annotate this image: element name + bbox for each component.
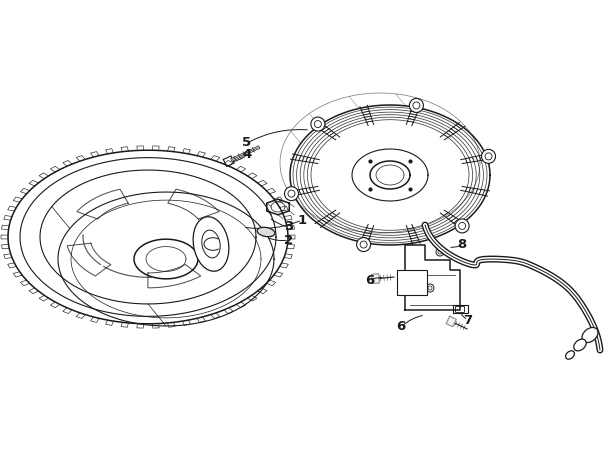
Polygon shape xyxy=(371,274,379,284)
Text: 3: 3 xyxy=(285,220,294,234)
Circle shape xyxy=(311,117,325,131)
Circle shape xyxy=(482,149,496,163)
Circle shape xyxy=(413,102,420,109)
Circle shape xyxy=(428,286,432,290)
Text: 2: 2 xyxy=(285,234,294,247)
Circle shape xyxy=(436,248,444,256)
Ellipse shape xyxy=(193,217,229,271)
Text: 1: 1 xyxy=(297,213,307,227)
Circle shape xyxy=(455,219,469,233)
Circle shape xyxy=(357,238,371,252)
Ellipse shape xyxy=(582,327,598,342)
Text: 8: 8 xyxy=(457,238,466,251)
Circle shape xyxy=(458,222,466,229)
Text: 7: 7 xyxy=(463,314,472,326)
Circle shape xyxy=(485,153,492,160)
Text: 6: 6 xyxy=(365,274,375,286)
Ellipse shape xyxy=(202,230,220,258)
FancyBboxPatch shape xyxy=(397,269,427,294)
Circle shape xyxy=(438,250,442,254)
Polygon shape xyxy=(446,316,456,327)
Circle shape xyxy=(315,121,321,128)
Ellipse shape xyxy=(257,228,275,237)
Text: 4: 4 xyxy=(242,149,252,162)
Ellipse shape xyxy=(574,339,586,351)
Text: 5: 5 xyxy=(242,136,252,150)
Ellipse shape xyxy=(565,351,575,359)
Circle shape xyxy=(288,190,295,197)
FancyBboxPatch shape xyxy=(455,306,465,313)
Text: 6: 6 xyxy=(397,321,406,333)
Circle shape xyxy=(426,284,434,292)
Circle shape xyxy=(360,241,367,248)
Circle shape xyxy=(285,187,299,200)
Circle shape xyxy=(409,98,424,113)
